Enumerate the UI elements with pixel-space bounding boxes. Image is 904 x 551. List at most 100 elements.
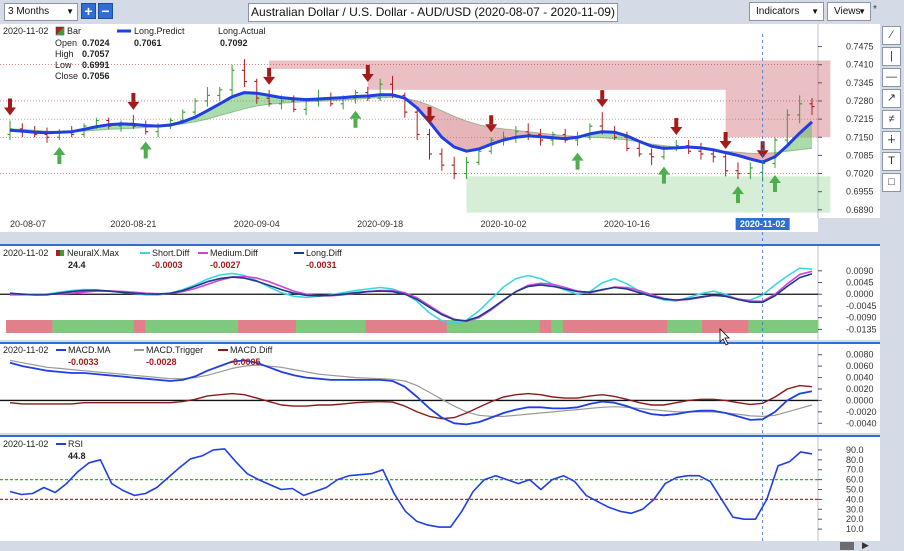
neuralx-signal-segment (597, 320, 610, 333)
buy-arrow-head (731, 186, 744, 195)
neuralx-signal-segment (284, 320, 297, 333)
prediction-cloud (577, 133, 590, 138)
vertical-line-tool-icon[interactable]: | (882, 47, 901, 66)
macd-diff-line (9, 384, 813, 420)
zoom-out-button[interactable]: − (98, 3, 113, 19)
neuralx-signal-segment (551, 320, 564, 333)
neuralx-signal-segment (586, 320, 599, 333)
rsi-axis-tick-label: 10.0 (846, 524, 864, 534)
long-diff-line (9, 273, 813, 322)
prediction-cloud (799, 121, 812, 150)
date-tick-label: 2020-10-02 (481, 219, 527, 229)
neuralx-signal-segment (435, 320, 448, 333)
prediction-cloud (429, 105, 442, 138)
neuralx-signal-segment (203, 320, 216, 333)
neuralx-signal-segment (632, 320, 645, 333)
buy-arrow-head (571, 152, 584, 161)
ohlc-value: 0.7056 (82, 71, 110, 81)
neuralx-signal-segment (655, 320, 668, 333)
neuralx-signal-segment (307, 320, 320, 333)
price-axis-tick-label: 0.6890 (846, 205, 874, 215)
neuralx-signal-segment (40, 320, 53, 333)
channel-tool-icon[interactable]: ∔ (882, 131, 901, 150)
macd-trigger-legend-label: MACD.Trigger (146, 345, 203, 355)
sell-arrow-head (263, 76, 276, 85)
rsi-legend-value: 44.8 (68, 451, 86, 461)
macd-ma-legend-value: -0.0033 (68, 357, 99, 367)
sell-arrow-shaft (427, 106, 432, 116)
sell-arrow-shaft (365, 65, 370, 75)
sell-arrow-shaft (489, 115, 494, 125)
macd-axis-tick-label: 0.0080 (846, 350, 874, 360)
neuralx-header-date: 2020-11-02 (3, 248, 48, 258)
horizontal-scrollbar[interactable]: ▶ (0, 540, 880, 551)
drawing-toolbar: ∕ | — ↗ ≠ ∔ T □ (880, 24, 904, 544)
trendline-tool-icon[interactable]: ∕ (882, 26, 901, 45)
comment-tool-icon[interactable]: □ (882, 173, 901, 192)
zoom-in-button[interactable]: + (81, 3, 96, 19)
neuralx-signal-segment (609, 320, 622, 333)
date-axis-strip (0, 218, 818, 232)
buy-arrow-head (657, 166, 670, 175)
neuralx-signal-segment (238, 320, 251, 333)
ohlc-value: 0.6991 (82, 60, 110, 70)
neuralx-signal-segment (690, 320, 703, 333)
indicators-button[interactable]: Indicators ▼ (749, 2, 824, 21)
range-select[interactable]: 3 Months ▼ (4, 3, 78, 21)
chart-area[interactable]: 0.7475 0.7410 0.7345 0.7280 0.7215 0.7150 0.70… (0, 24, 880, 541)
ray-tool-icon[interactable]: ↗ (882, 89, 901, 108)
horizontal-line-tool-icon[interactable]: — (882, 68, 901, 87)
rsi-axis-tick-label: 40.0 (846, 494, 864, 504)
neuralx-axis-background (818, 245, 880, 340)
macd-header-date: 2020-11-02 (3, 345, 48, 355)
pin-icon[interactable]: * (873, 4, 877, 15)
prediction-cloud (232, 92, 245, 113)
buy-arrow-head (139, 141, 152, 150)
views-button[interactable]: Views ▼ (827, 2, 871, 21)
neuralx-signal-segment (702, 320, 715, 333)
macd-axis-tick-label: 0.0000 (846, 395, 874, 405)
ohlc-label: Open (55, 38, 77, 48)
long-predict-line (9, 91, 814, 164)
neuralx-signal-segment (354, 320, 367, 333)
toolbar: 3 Months ▼ + − Australian Dollar / U.S. … (0, 0, 904, 24)
price-axis-tick-label: 0.7150 (846, 132, 874, 142)
prediction-cloud (219, 96, 233, 116)
rsi-axis-tick-label: 20.0 (846, 514, 864, 524)
neuralx-signal-segment (400, 320, 413, 333)
fib-tool-icon[interactable]: ≠ (882, 110, 901, 129)
range-value: 3 Months (8, 6, 50, 17)
buy-arrow-shaft (57, 155, 62, 165)
neuralx-signal-segment (470, 320, 483, 333)
long-diff-legend-label: Long.Diff (306, 248, 342, 258)
neuralx-signal-segment (760, 320, 773, 333)
indicators-label: Indicators (756, 6, 800, 17)
sell-arrow-shaft (600, 90, 605, 100)
neuralx-signal-segment (377, 320, 390, 333)
scrollbar-thumb[interactable] (840, 542, 854, 550)
neuralx-signal-segment (29, 320, 42, 333)
rsi-background (0, 436, 818, 541)
neuralx-signal-segment (783, 320, 796, 333)
scroll-right-icon[interactable]: ▶ (862, 540, 869, 550)
prediction-cloud (478, 124, 492, 149)
cursor-date-box (735, 218, 790, 230)
neuralx-signal-segment (481, 320, 494, 333)
macd-ma-legend-label: MACD.MA (68, 345, 111, 355)
text-tool-icon[interactable]: T (882, 152, 901, 171)
buy-arrow-head (349, 110, 362, 119)
buy-arrow-shaft (143, 149, 148, 159)
neuralx-signal-segment (388, 320, 401, 333)
neuralx-axis-tick-label: 0.0090 (846, 266, 874, 276)
date-tick-label: 2020-09-04 (234, 219, 280, 229)
sell-arrow-shaft (674, 118, 679, 128)
date-tick-label: 2020-08-21 (110, 219, 156, 229)
price-axis-tick-label: 0.7085 (846, 150, 874, 160)
neuralx-signal-segment (423, 320, 436, 333)
rsi-axis-tick-label: 80.0 (846, 455, 864, 465)
macd-ma-line (9, 359, 813, 426)
rsi-header-date: 2020-11-02 (3, 439, 48, 449)
rsi-legend-label: RSI (68, 439, 83, 449)
neuralx-signal-segment (319, 320, 332, 333)
